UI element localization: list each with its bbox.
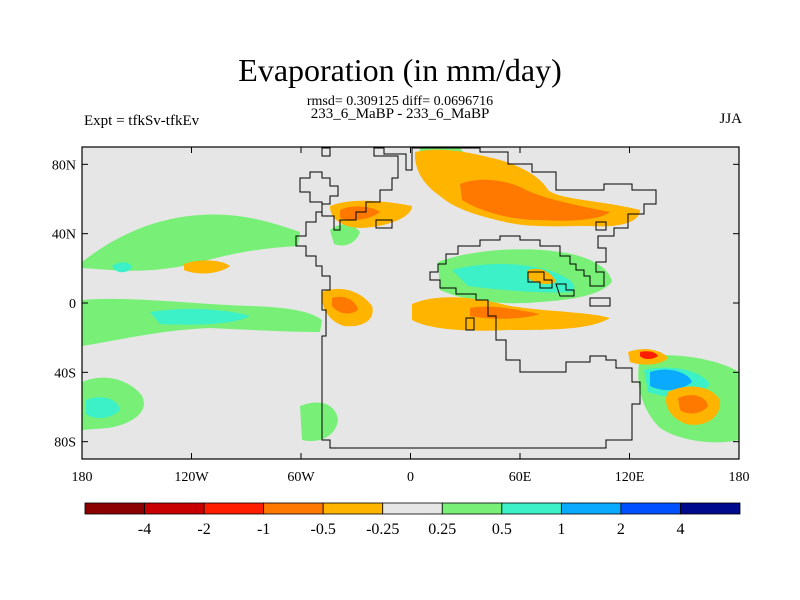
season-label: JJA [719,111,742,127]
outline-madagascar [465,317,475,331]
colorbar-label: -1 [257,521,270,538]
field-pacific-orange [184,260,230,274]
anomaly-fields [82,148,739,443]
outline-new-guinea [589,297,611,307]
field-southern-blue [650,369,692,391]
y-tick-label: 0 [69,297,76,312]
field-europe-red [340,206,380,220]
colorbar-swatch [382,502,443,515]
colorbar: -4 -2 -1 -0.5 -0.25 0.25 0.5 1 2 4 [84,502,741,538]
colorbar-label: 0.25 [428,521,456,538]
colorbar-swatch [322,502,384,515]
colorbar-swatch [84,502,145,515]
y-tick-label: 80S [54,436,76,451]
colorbar-swatch [144,502,205,515]
field-pacific-cyan [150,309,250,325]
colorbar-swatch [620,502,681,515]
outline-se-asia-islands [527,271,553,289]
y-axis: 80N 40N 0 40S 80S [52,158,739,451]
x-tick-label: 60E [509,470,532,485]
y-tick-label: 80N [52,158,76,173]
colorbar-swatch [680,502,741,515]
colorbar-label: -2 [197,521,210,538]
expt-label: Expt = tfkSv-tfkEv [84,113,200,129]
x-tick-label: 0 [407,470,414,485]
x-tick-label: 180 [729,470,750,485]
field-pacific-north-green [82,214,300,271]
outline-americas [295,147,657,449]
outline-mediterranean [375,219,393,229]
x-tick-label: 60W [287,470,315,485]
outline-indonesia [555,283,575,297]
continent-outlines [295,147,657,449]
x-axis: 180 120W 60W 0 60E 120E 180 [72,147,750,485]
outline-greenland [321,147,331,157]
stats-line: rmsd= 0.309125 diff= 0.0696716 [306,94,494,109]
outline-japan [595,221,607,231]
colorbar-swatch [263,502,324,515]
field-pacific-north-cyan [112,262,132,273]
experiment-pair-label: 233_6_MaBP - 233_6_MaBP [310,106,490,122]
field-eurasia-red [460,179,610,221]
field-west-atlantic-red [332,296,358,314]
colorbar-swatch [501,502,562,515]
x-tick-label: 120E [615,470,645,485]
field-southern-red [678,395,708,414]
colorbar-label: 2 [617,521,625,538]
field-south-atlantic-green [300,402,338,442]
colorbar-label: 1 [557,521,565,538]
x-tick-label: 120W [174,470,209,485]
y-tick-label: 40N [52,228,76,243]
colorbar-swatch [441,502,503,515]
colorbar-swatch [203,502,265,515]
x-tick-label: 180 [72,470,93,485]
figure-title: Evaporation (in mm/day) [238,52,562,88]
y-tick-label: 40S [54,366,76,381]
colorbar-label: -0.5 [311,521,336,538]
colorbar-label: -4 [138,521,151,538]
field-south-pacific-cyan [86,397,120,419]
colorbar-label: 4 [676,521,684,538]
colorbar-swatch [560,502,622,515]
field-australia-north-red [640,351,658,359]
colorbar-label: -0.25 [366,521,399,538]
colorbar-label: 0.5 [492,521,512,538]
